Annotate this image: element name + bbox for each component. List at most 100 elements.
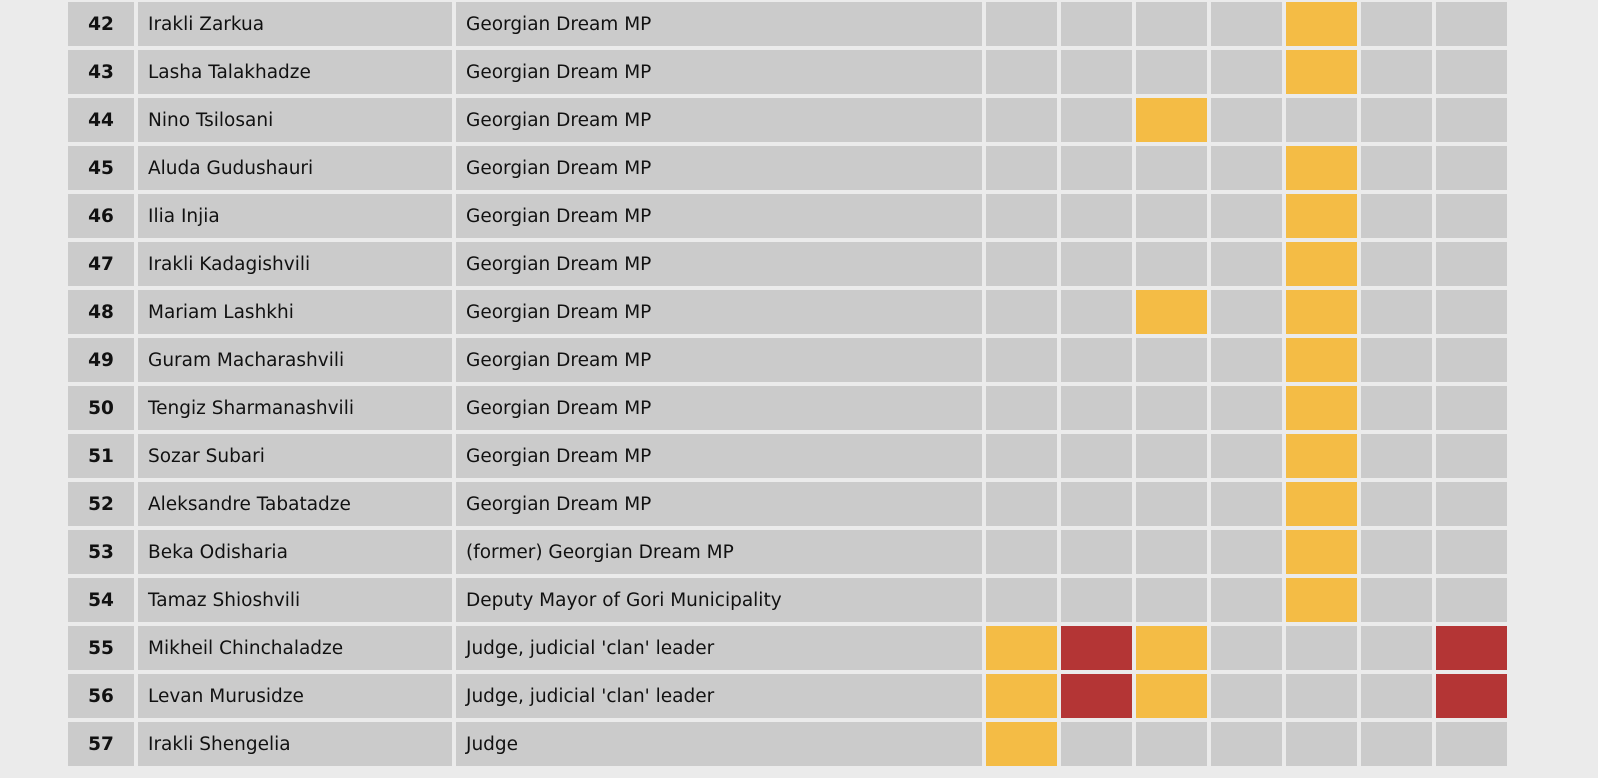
status-cell-4-empty (1211, 578, 1282, 622)
person-role: Georgian Dream MP (456, 434, 982, 478)
person-role: Georgian Dream MP (456, 50, 982, 94)
person-name: Guram Macharashvili (138, 338, 452, 382)
status-cell-1-empty (986, 578, 1057, 622)
status-cell-7-empty (1436, 530, 1507, 574)
status-cell-3-empty (1136, 530, 1207, 574)
status-cell-4-empty (1211, 194, 1282, 238)
row-number: 48 (68, 290, 134, 334)
status-cell-3-empty (1136, 2, 1207, 46)
status-cell-7-empty (1436, 578, 1507, 622)
table-row: 46 Ilia Injia Georgian Dream MP (68, 194, 1507, 238)
status-cell-3-empty (1136, 482, 1207, 526)
status-cell-6-empty (1361, 578, 1432, 622)
person-name: Mikheil Chinchaladze (138, 626, 452, 670)
person-name: Beka Odisharia (138, 530, 452, 574)
status-cell-5-yellow (1286, 578, 1357, 622)
status-cell-3-empty (1136, 50, 1207, 94)
person-role: Judge, judicial 'clan' leader (456, 626, 982, 670)
person-name: Nino Tsilosani (138, 98, 452, 142)
status-cell-4-empty (1211, 2, 1282, 46)
person-role: Judge, judicial 'clan' leader (456, 674, 982, 718)
status-cell-5-yellow (1286, 290, 1357, 334)
person-role: Deputy Mayor of Gori Municipality (456, 578, 982, 622)
status-cell-1-empty (986, 242, 1057, 286)
status-cell-6-empty (1361, 530, 1432, 574)
person-name: Aleksandre Tabatadze (138, 482, 452, 526)
status-cell-5-yellow (1286, 50, 1357, 94)
row-number: 45 (68, 146, 134, 190)
status-cell-4-empty (1211, 482, 1282, 526)
status-cell-2-red (1061, 626, 1132, 670)
status-cell-6-empty (1361, 722, 1432, 766)
table-row: 53 Beka Odisharia (former) Georgian Dream … (68, 530, 1507, 574)
row-number: 46 (68, 194, 134, 238)
status-cell-1-empty (986, 98, 1057, 142)
status-cell-7-empty (1436, 194, 1507, 238)
table-row: 54 Tamaz Shioshvili Deputy Mayor of Gori M… (68, 578, 1507, 622)
table-row: 55 Mikheil Chinchaladze Judge, judicial 'c… (68, 626, 1507, 670)
table-row: 47 Irakli Kadagishvili Georgian Dream MP (68, 242, 1507, 286)
row-number: 55 (68, 626, 134, 670)
status-cell-3-empty (1136, 722, 1207, 766)
person-role: Georgian Dream MP (456, 146, 982, 190)
person-role: Georgian Dream MP (456, 338, 982, 382)
table-row: 43 Lasha Talakhadze Georgian Dream MP (68, 50, 1507, 94)
row-number: 42 (68, 2, 134, 46)
status-cell-5-empty (1286, 674, 1357, 718)
status-cell-7-empty (1436, 722, 1507, 766)
person-role: Georgian Dream MP (456, 242, 982, 286)
status-cell-5-empty (1286, 722, 1357, 766)
row-number: 51 (68, 434, 134, 478)
status-cell-6-empty (1361, 146, 1432, 190)
person-role: Judge (456, 722, 982, 766)
status-cell-7-empty (1436, 2, 1507, 46)
status-cell-1-empty (986, 2, 1057, 46)
row-number: 49 (68, 338, 134, 382)
status-cell-5-yellow (1286, 194, 1357, 238)
status-cell-2-empty (1061, 530, 1132, 574)
status-cell-7-red (1436, 626, 1507, 670)
table-row: 48 Mariam Lashkhi Georgian Dream MP (68, 290, 1507, 334)
person-name: Tamaz Shioshvili (138, 578, 452, 622)
status-cell-7-empty (1436, 338, 1507, 382)
status-cell-6-empty (1361, 2, 1432, 46)
status-cell-5-empty (1286, 98, 1357, 142)
status-cell-3-yellow (1136, 626, 1207, 670)
status-cell-5-yellow (1286, 2, 1357, 46)
person-role: Georgian Dream MP (456, 98, 982, 142)
status-cell-3-empty (1136, 386, 1207, 430)
row-number: 43 (68, 50, 134, 94)
person-name: Lasha Talakhadze (138, 50, 452, 94)
person-name: Ilia Injia (138, 194, 452, 238)
row-number: 52 (68, 482, 134, 526)
status-cell-7-empty (1436, 290, 1507, 334)
status-cell-7-empty (1436, 146, 1507, 190)
status-cell-4-empty (1211, 338, 1282, 382)
status-cell-7-empty (1436, 242, 1507, 286)
status-cell-1-empty (986, 338, 1057, 382)
status-cell-7-empty (1436, 98, 1507, 142)
status-cell-7-empty (1436, 50, 1507, 94)
status-cell-7-red (1436, 674, 1507, 718)
status-cell-1-yellow (986, 722, 1057, 766)
status-cell-2-empty (1061, 434, 1132, 478)
status-cell-4-empty (1211, 530, 1282, 574)
status-cell-1-empty (986, 482, 1057, 526)
status-cell-5-yellow (1286, 482, 1357, 526)
table-row: 56 Levan Murusidze Judge, judicial 'clan' … (68, 674, 1507, 718)
status-cell-2-empty (1061, 338, 1132, 382)
status-cell-4-empty (1211, 722, 1282, 766)
status-cell-4-empty (1211, 434, 1282, 478)
person-name: Irakli Zarkua (138, 2, 452, 46)
person-name: Irakli Shengelia (138, 722, 452, 766)
person-name: Sozar Subari (138, 434, 452, 478)
status-cell-3-empty (1136, 194, 1207, 238)
status-cell-5-yellow (1286, 530, 1357, 574)
status-cell-4-empty (1211, 50, 1282, 94)
table-body: 42 Irakli Zarkua Georgian Dream MP 43 Lasha … (68, 2, 1507, 766)
status-cell-1-yellow (986, 674, 1057, 718)
status-cell-1-empty (986, 290, 1057, 334)
table-row: 49 Guram Macharashvili Georgian Dream MP (68, 338, 1507, 382)
status-cell-6-empty (1361, 242, 1432, 286)
status-cell-6-empty (1361, 482, 1432, 526)
